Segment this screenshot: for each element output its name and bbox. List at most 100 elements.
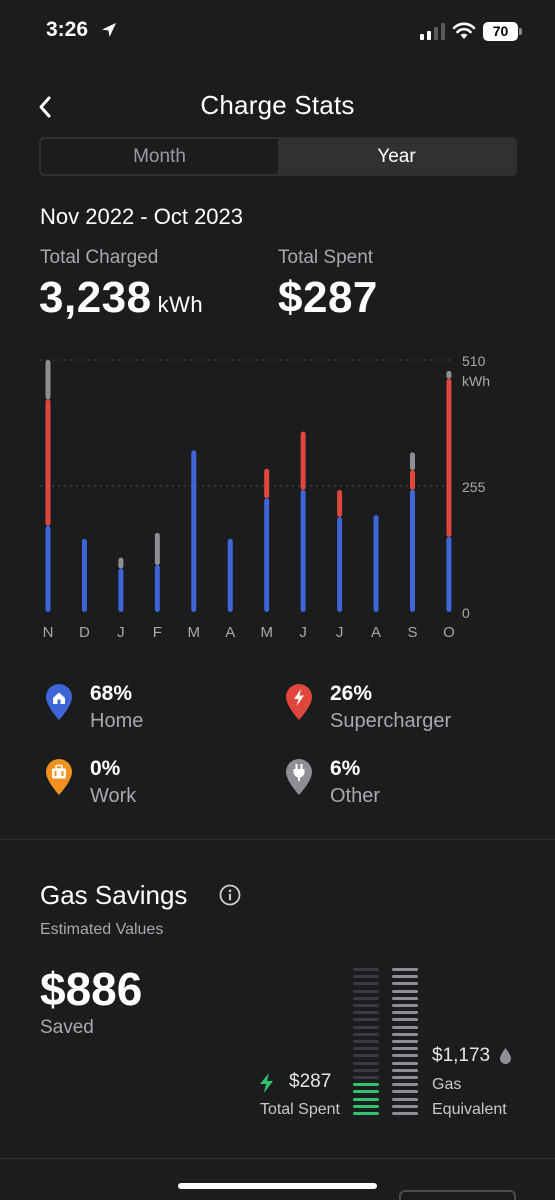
- legend-supercharger: 26% Supercharger: [284, 682, 504, 742]
- spent-bar-segment: [353, 989, 379, 993]
- section-divider-bottom: [0, 1158, 555, 1159]
- total-charged-value: 3,238 kWh: [39, 273, 203, 323]
- page-title: Charge Stats: [200, 90, 355, 120]
- y-tick-label: 255: [462, 479, 486, 495]
- bar-other-11: [446, 370, 452, 379]
- spent-bar-segment: [353, 1025, 379, 1029]
- cellular-signal-icon: [420, 23, 445, 40]
- bolt-icon: [260, 1073, 273, 1093]
- gas-bar-segment: [392, 1104, 418, 1108]
- total-charged-number: 3,238: [39, 273, 152, 322]
- gas-bar-segment: [392, 1112, 418, 1115]
- bar-supercharger-6: [264, 468, 270, 499]
- next-section-card: [399, 1190, 516, 1200]
- bar-home-0: [45, 525, 51, 612]
- legend-other: 6% Other: [284, 757, 504, 817]
- gas-bar-segment: [392, 1097, 418, 1101]
- briefcase-pin-icon: [46, 759, 72, 795]
- x-tick-label: A: [225, 624, 235, 641]
- legend-home: 68% Home: [44, 682, 264, 742]
- gas-bar-segment: [392, 1047, 418, 1051]
- gas-bar-segment: [392, 996, 418, 1000]
- bolt-pin-icon: [286, 684, 312, 720]
- x-tick-label: J: [117, 624, 125, 641]
- gas-bar-segment: [392, 975, 418, 979]
- legend-supercharger-name: Supercharger: [330, 710, 452, 732]
- x-tick-label: M: [188, 624, 201, 641]
- location-arrow-icon: [102, 23, 116, 37]
- gas-bar-segment: [392, 1040, 418, 1043]
- y-unit-label: kWh: [462, 373, 490, 389]
- saved-value: $886: [40, 963, 143, 1015]
- spent-bar-segment: [353, 1061, 379, 1065]
- spent-bar-segment: [353, 1018, 379, 1022]
- charge-bar-chart: 510 255 0 kWh N D J F M A M J J A S O: [40, 353, 490, 641]
- spent-bar-segment: [353, 1040, 379, 1043]
- spent-bar-segment: [353, 1090, 379, 1094]
- gas-spent-value: $287: [289, 1071, 332, 1092]
- gas-bar-stack: [392, 968, 418, 1118]
- gas-bar-segment: [392, 1090, 418, 1094]
- gas-bar-segment: [392, 1076, 418, 1079]
- legend-supercharger-pct: 26%: [330, 682, 373, 705]
- status-bar: 3:26 70: [0, 0, 555, 62]
- y-tick-label: 510: [462, 353, 486, 369]
- gas-bar-segment: [392, 1032, 418, 1036]
- back-chevron-icon[interactable]: [32, 90, 62, 124]
- gas-spent-label: Total Spent: [259, 1101, 340, 1118]
- x-tick-label: M: [260, 624, 273, 641]
- spent-bar-segment: [353, 996, 379, 1000]
- bar-home-6: [264, 498, 270, 612]
- tab-year[interactable]: Year: [278, 139, 515, 174]
- bar-home-3: [154, 565, 160, 612]
- legend-home-name: Home: [90, 710, 144, 732]
- legend-work: 0% Work: [44, 757, 264, 817]
- legend-work-pct: 0%: [90, 757, 121, 780]
- bar-supercharger-10: [410, 470, 415, 490]
- bar-home-10: [410, 489, 415, 612]
- period-range: Nov 2022 - Oct 2023: [40, 204, 244, 229]
- bar-other-10: [410, 452, 415, 471]
- battery-indicator: 70: [483, 22, 522, 41]
- spent-bar-segment: [353, 1104, 379, 1108]
- legend-other-name: Other: [330, 785, 381, 807]
- spent-bar-segment: [353, 1054, 379, 1058]
- bar-supercharger-8: [337, 489, 343, 518]
- spent-bar-segment: [353, 1076, 379, 1079]
- tab-month[interactable]: Month: [133, 145, 186, 167]
- spent-bar-segment: [353, 982, 379, 986]
- x-tick-label: A: [371, 624, 381, 641]
- wifi-icon: [452, 22, 476, 39]
- spent-bar-segment: [353, 968, 379, 971]
- fuel-drop-icon: [500, 1048, 511, 1064]
- spent-bar-segment: [353, 1068, 379, 1072]
- total-spent-value: $287: [278, 273, 378, 322]
- spent-bar-segment: [353, 975, 379, 979]
- gas-bar-segment: [392, 1068, 418, 1072]
- total-spent-label: Total Spent: [278, 247, 374, 268]
- gas-savings-title: Gas Savings: [40, 880, 188, 910]
- spent-bar-segment: [353, 1032, 379, 1036]
- period-segmented-control: Month Year: [39, 137, 517, 176]
- home-indicator: [178, 1183, 377, 1189]
- home-pin-icon: [46, 684, 72, 720]
- spent-bar-segment: [353, 1047, 379, 1051]
- gas-bar-segment: [392, 982, 418, 986]
- gas-bar-segment: [392, 1004, 418, 1007]
- info-icon[interactable]: [219, 884, 241, 906]
- gas-bar-segment: [392, 1054, 418, 1058]
- gas-equivalent-label-2: Equivalent: [432, 1101, 507, 1118]
- section-divider: [0, 839, 555, 840]
- gas-bar-segment: [392, 989, 418, 993]
- bar-other-3: [154, 532, 160, 566]
- bar-supercharger-11: [446, 378, 452, 537]
- bar-home-4: [191, 450, 197, 612]
- bar-home-11: [446, 536, 452, 612]
- total-charged-unit: kWh: [157, 292, 204, 317]
- gas-savings-subtitle: Estimated Values: [40, 921, 164, 938]
- plug-pin-icon: [286, 759, 312, 795]
- gas-bar-segment: [392, 968, 418, 971]
- bar-home-7: [300, 489, 306, 612]
- gas-bar-segment: [392, 1025, 418, 1029]
- x-tick-label: F: [153, 624, 162, 641]
